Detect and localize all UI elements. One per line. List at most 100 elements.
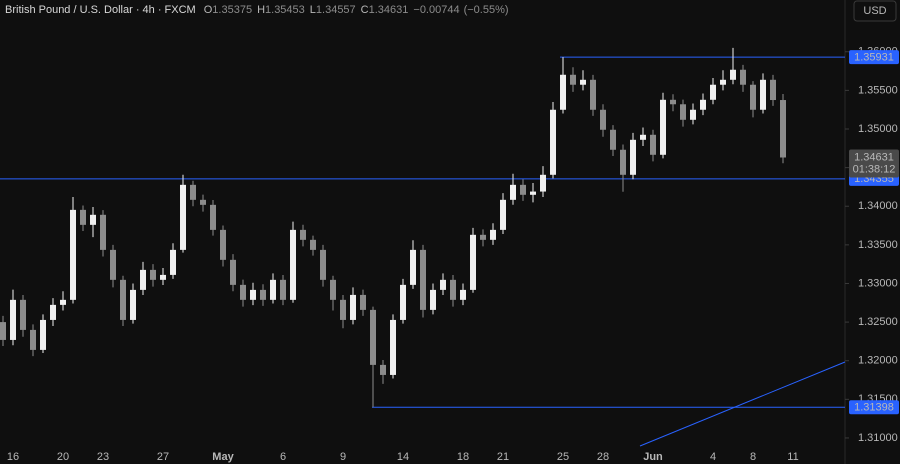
x-tick-label: 18 xyxy=(457,451,469,463)
candle-body xyxy=(380,364,386,375)
x-tick-label: 23 xyxy=(97,451,109,463)
candle-body xyxy=(10,299,16,340)
ohlc-value: 1.35453 xyxy=(265,4,305,16)
candle-body xyxy=(720,79,726,85)
candle-body xyxy=(130,289,136,320)
candle-body xyxy=(60,299,66,305)
y-tick-label: 1.33000 xyxy=(858,277,898,289)
candle-body xyxy=(570,74,576,85)
candle-body xyxy=(600,109,606,130)
candle-body xyxy=(270,279,276,300)
candle-body xyxy=(610,129,616,150)
ohlc-label: O xyxy=(204,4,213,16)
x-tick-label: 11 xyxy=(787,451,798,463)
candle-body xyxy=(0,322,6,340)
candle-body xyxy=(260,289,266,300)
x-tick-label: 6 xyxy=(280,451,286,463)
candle-body xyxy=(640,134,646,140)
candle-body xyxy=(190,184,196,200)
candle-body xyxy=(220,229,226,260)
candle-body xyxy=(680,104,686,120)
candle-body xyxy=(390,319,396,375)
candle-body xyxy=(650,134,656,155)
candle-body xyxy=(760,79,766,110)
candle-body xyxy=(450,279,456,300)
level-price-label: 1.31398 xyxy=(854,402,894,414)
x-tick-label: 28 xyxy=(597,451,609,463)
candle-body xyxy=(70,209,76,300)
ohlc-value: 1.34631 xyxy=(369,4,409,16)
candle-body xyxy=(140,269,146,290)
change-percent: (−0.55%) xyxy=(464,4,509,16)
x-tick-label: 20 xyxy=(57,451,69,463)
x-tick-label: 8 xyxy=(750,451,756,463)
y-tick-label: 1.31000 xyxy=(858,432,898,444)
candle-body xyxy=(100,214,106,250)
x-tick-label: 25 xyxy=(557,451,569,463)
candle-body xyxy=(150,269,156,280)
candle-body xyxy=(360,294,366,310)
symbol-title: British Pound / U.S. Dollar · 4h · FXCM xyxy=(5,4,196,16)
y-tick-label: 1.35000 xyxy=(858,123,898,135)
candle-body xyxy=(480,234,486,240)
candle-body xyxy=(430,289,436,310)
candle-body xyxy=(290,229,296,300)
last-price-label: 1.34631 xyxy=(854,151,894,163)
candle-body xyxy=(710,84,716,100)
x-tick-label: 14 xyxy=(397,451,409,463)
candle-body xyxy=(330,279,336,300)
candle-body xyxy=(670,99,676,105)
candle-body xyxy=(560,74,566,110)
plot: 1.360001.355001.350001.345001.340001.335… xyxy=(0,46,898,463)
candle-body xyxy=(580,79,586,85)
candle-body xyxy=(740,69,746,85)
candle-body xyxy=(200,199,206,205)
candle-body xyxy=(540,174,546,192)
candle-body xyxy=(210,204,216,230)
candle-body xyxy=(120,279,126,320)
level-price-box xyxy=(849,50,899,65)
x-tick-label: 21 xyxy=(497,451,509,463)
candle-body xyxy=(660,99,666,155)
candle-body xyxy=(340,299,346,320)
candle-body xyxy=(700,99,706,110)
candle-body xyxy=(730,69,736,80)
candle-body xyxy=(400,284,406,320)
candle-body xyxy=(410,249,416,285)
candle-body xyxy=(30,329,36,350)
x-tick-label: 16 xyxy=(7,451,19,463)
candle-body xyxy=(350,294,356,320)
change-value: −0.00744 xyxy=(413,4,459,16)
candle-body xyxy=(490,229,496,240)
candle-body xyxy=(370,309,376,365)
x-tick-label: 9 xyxy=(340,451,346,463)
candle-body xyxy=(770,79,776,101)
x-tick-label: May xyxy=(212,451,234,463)
candle-body xyxy=(460,289,466,300)
currency[interactable]: USD xyxy=(863,5,886,17)
ohlc-label: C xyxy=(361,4,369,16)
level-price-box xyxy=(849,400,899,415)
candle-body xyxy=(230,259,236,285)
candle-body xyxy=(750,84,756,110)
currency-button[interactable] xyxy=(853,0,897,22)
candle-body xyxy=(420,249,426,310)
candle-body xyxy=(550,109,556,175)
candle-body xyxy=(470,234,476,290)
y-tick-label: 1.32500 xyxy=(858,316,898,328)
candle-body xyxy=(310,239,316,250)
candle-body xyxy=(40,319,46,350)
trend-line xyxy=(639,361,846,447)
candle-body xyxy=(630,139,636,175)
ohlc-label: H xyxy=(257,4,265,16)
candle-body xyxy=(20,299,26,330)
candle-body xyxy=(620,149,626,175)
candle-body xyxy=(780,100,786,158)
candle-body xyxy=(500,199,506,230)
countdown: 01:38:12 xyxy=(853,163,896,175)
header: British Pound / U.S. Dollar · 4h · FXCM O… xyxy=(5,4,509,16)
candle-body xyxy=(110,249,116,280)
candle-body xyxy=(320,249,326,280)
candle-body xyxy=(530,191,536,195)
